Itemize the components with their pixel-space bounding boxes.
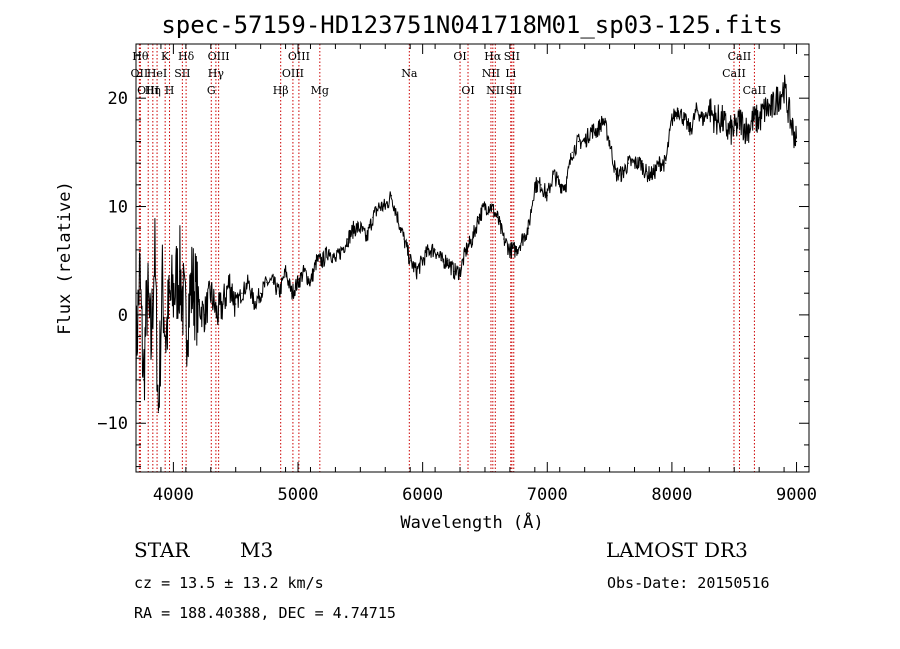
line-label-8: Hδ bbox=[178, 50, 195, 63]
series-layer bbox=[135, 74, 798, 414]
line-label-10: Hγ bbox=[208, 67, 225, 80]
tick-layer: 4000 5000 6000 7000 8000 9000 −10 0 10 20 bbox=[97, 44, 817, 505]
line-label-5: K bbox=[161, 50, 170, 63]
y-tick-label-20: 20 bbox=[108, 89, 128, 109]
line-label-16: Na bbox=[401, 67, 418, 80]
line-label-layer: HθOIIOIIIHηHeIKHSIIHδGHγOIIIHβOIIIOIIIMg… bbox=[131, 50, 767, 97]
line-label-3: Hη bbox=[145, 84, 161, 97]
spectrum-point-74 bbox=[571, 151, 573, 153]
line-label-22: Li bbox=[505, 67, 516, 80]
spectrum-point-21 bbox=[241, 292, 243, 294]
spectrum-point-69 bbox=[540, 184, 542, 186]
spectrum-point-71 bbox=[552, 173, 555, 175]
observation-date: Obs-Date: 20150516 bbox=[607, 574, 770, 592]
x-axis-label: Wavelength (Å) bbox=[400, 511, 543, 533]
line-label-25: CaII bbox=[722, 67, 746, 80]
line-label-18: OI bbox=[461, 84, 474, 97]
chart-title: spec-57159-HD123751N041718M01_sp03-125.f… bbox=[161, 11, 782, 39]
spectrum-point-9 bbox=[169, 303, 171, 305]
x-tick-label-7000: 7000 bbox=[527, 485, 568, 505]
line-label-2: OIII bbox=[137, 84, 159, 97]
x-tick-label-6000: 6000 bbox=[402, 485, 443, 505]
plot-frame bbox=[135, 43, 810, 473]
object-subclass: M3 bbox=[240, 538, 274, 562]
spectrum-point-75 bbox=[577, 140, 580, 143]
redshift-velocity: cz = 13.5 ± 13.2 km/s bbox=[134, 574, 324, 592]
line-label-0: Hθ bbox=[132, 50, 149, 63]
line-label-11: OIII bbox=[208, 50, 230, 63]
line-label-14: OIII bbox=[288, 50, 310, 63]
line-marker-layer bbox=[138, 44, 755, 472]
survey-name: LAMOST DR3 bbox=[606, 538, 748, 562]
line-label-26: CaII bbox=[728, 50, 752, 63]
line-label-23: SII bbox=[504, 50, 520, 63]
line-label-21: NII bbox=[486, 84, 504, 97]
line-label-17: OI bbox=[453, 50, 466, 63]
y-tick-label-0: 0 bbox=[118, 306, 128, 326]
ra-dec-coordinates: RA = 188.40388, DEC = 4.74715 bbox=[134, 604, 396, 622]
spectrum-point-2 bbox=[142, 379, 145, 381]
spectrum-point-24 bbox=[260, 292, 262, 294]
x-tick-label-5000: 5000 bbox=[278, 485, 319, 505]
line-label-15: Mg bbox=[311, 84, 329, 97]
line-label-20: Hα bbox=[484, 50, 502, 63]
spectrum-point-110 bbox=[795, 140, 798, 143]
line-label-9: G bbox=[207, 84, 216, 97]
y-axis-label: Flux (relative) bbox=[55, 181, 75, 335]
line-label-6: H bbox=[165, 84, 175, 97]
y-tick-label--10: −10 bbox=[97, 414, 128, 434]
x-tick-label-8000: 8000 bbox=[651, 485, 692, 505]
object-type: STAR bbox=[134, 538, 190, 562]
spectrum-point-6 bbox=[157, 411, 160, 414]
spectrum-point-89 bbox=[665, 162, 667, 164]
line-label-27: CaII bbox=[743, 84, 767, 97]
y-tick-label-10: 10 bbox=[108, 198, 128, 218]
line-label-1: OII bbox=[131, 67, 149, 80]
x-tick-label-4000: 4000 bbox=[153, 485, 194, 505]
line-label-13: OIII bbox=[282, 67, 304, 80]
x-tick-label-9000: 9000 bbox=[776, 485, 817, 505]
spectrum-line bbox=[135, 74, 797, 412]
line-label-4: HeI bbox=[147, 67, 167, 80]
line-label-19: NII bbox=[482, 67, 500, 80]
line-label-24: SII bbox=[506, 84, 522, 97]
line-label-7: SII bbox=[174, 67, 190, 80]
line-label-12: Hβ bbox=[273, 84, 289, 97]
